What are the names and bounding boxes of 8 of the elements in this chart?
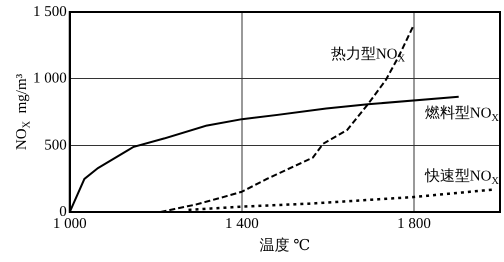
y-tick-label: 1 000 bbox=[33, 70, 67, 87]
y-tick-label: 500 bbox=[44, 137, 67, 154]
y-axis-title: NOX mg/m³ bbox=[14, 73, 32, 150]
y-tick-label: 0 bbox=[59, 204, 67, 220]
x-tick-label: 1 800 bbox=[397, 216, 431, 232]
y-tick-label: 1 500 bbox=[33, 4, 67, 20]
x-tick-label: 1 400 bbox=[224, 216, 259, 232]
x-axis-title: 温度 ℃ bbox=[260, 236, 310, 254]
